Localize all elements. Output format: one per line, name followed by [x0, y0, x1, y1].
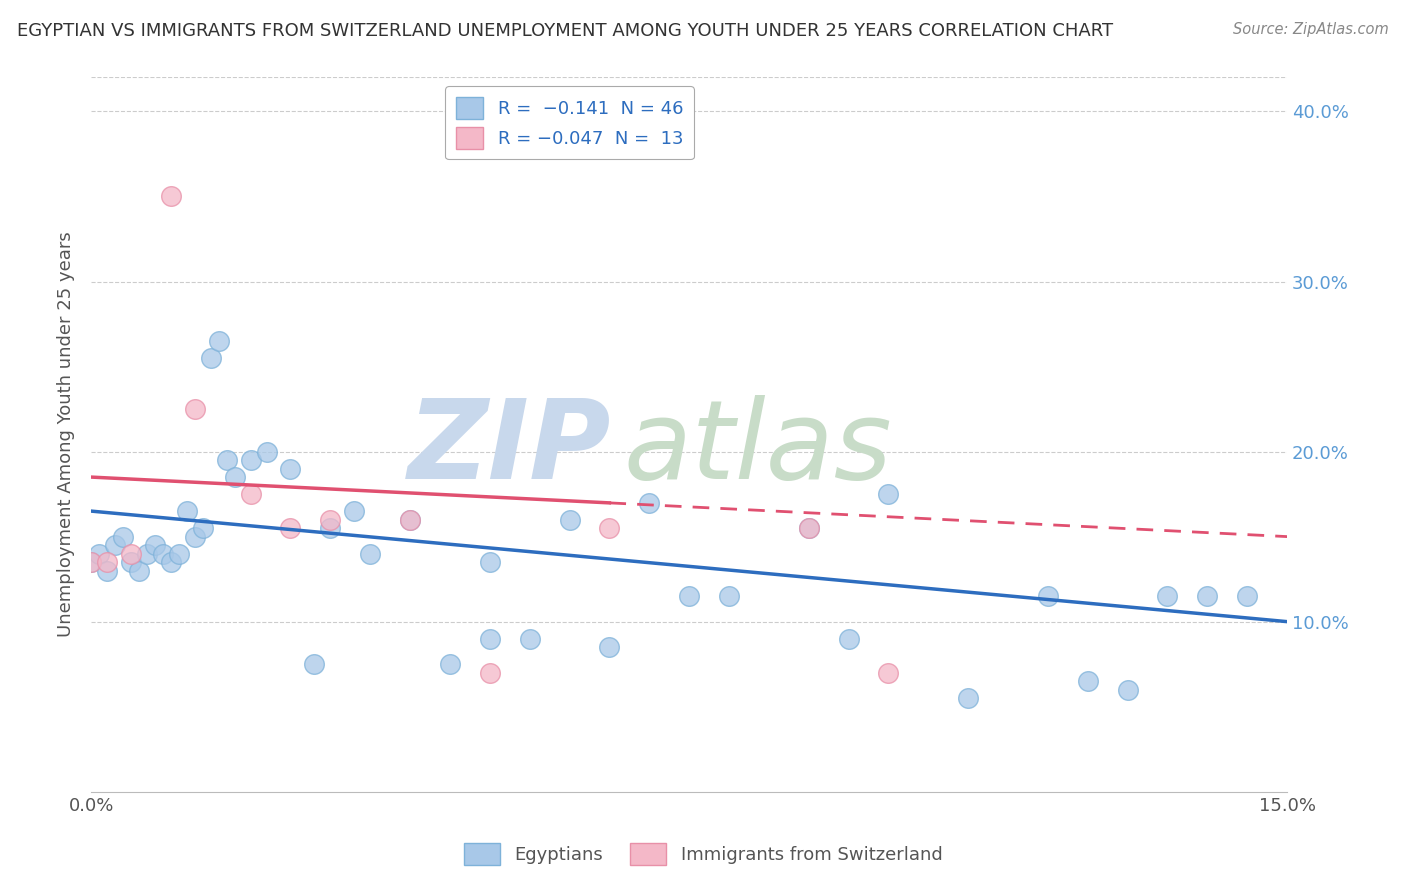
Point [558, 513, 581, 527]
Point [184, 402, 207, 417]
Point [160, 555, 183, 569]
Text: atlas: atlas [623, 395, 891, 502]
Point [104, 538, 127, 552]
Point [215, 453, 238, 467]
Point [1116, 682, 1139, 697]
Text: ZIP: ZIP [408, 395, 612, 502]
Point [256, 444, 278, 458]
Point [478, 555, 501, 569]
Point [191, 521, 214, 535]
Point [877, 487, 900, 501]
Text: Source: ZipAtlas.com: Source: ZipAtlas.com [1233, 22, 1389, 37]
Point [838, 632, 860, 646]
Point [176, 504, 198, 518]
Point [319, 521, 342, 535]
Point [120, 555, 142, 569]
Point [1236, 589, 1258, 603]
Point [120, 547, 142, 561]
Point [678, 589, 700, 603]
Point [478, 665, 501, 680]
Y-axis label: Unemployment Among Youth under 25 years: Unemployment Among Youth under 25 years [58, 232, 75, 638]
Point [598, 640, 620, 655]
Point [96, 555, 118, 569]
Point [80, 555, 103, 569]
Point [797, 521, 820, 535]
Point [208, 334, 231, 348]
Point [280, 521, 302, 535]
Point [112, 530, 135, 544]
Point [797, 521, 820, 535]
Point [1036, 589, 1059, 603]
Point [152, 547, 174, 561]
Legend: Egyptians, Immigrants from Switzerland: Egyptians, Immigrants from Switzerland [457, 836, 949, 872]
Point [96, 564, 118, 578]
Point [167, 547, 190, 561]
Point [128, 564, 150, 578]
Point [478, 632, 501, 646]
Point [399, 513, 422, 527]
Point [89, 547, 111, 561]
Point [439, 657, 461, 672]
Point [638, 495, 661, 509]
Point [224, 470, 246, 484]
Point [1197, 589, 1219, 603]
Point [160, 189, 183, 203]
Point [239, 453, 262, 467]
Point [1077, 674, 1099, 689]
Point [717, 589, 740, 603]
Point [200, 351, 222, 365]
Text: EGYPTIAN VS IMMIGRANTS FROM SWITZERLAND UNEMPLOYMENT AMONG YOUTH UNDER 25 YEARS : EGYPTIAN VS IMMIGRANTS FROM SWITZERLAND … [17, 22, 1114, 40]
Point [957, 691, 980, 706]
Point [304, 657, 326, 672]
Point [184, 530, 207, 544]
Point [143, 538, 166, 552]
Point [399, 513, 422, 527]
Point [343, 504, 366, 518]
Point [598, 521, 620, 535]
Point [239, 487, 262, 501]
Legend: R =  −0.141  N = 46, R = −0.047  N =  13: R = −0.141 N = 46, R = −0.047 N = 13 [446, 87, 695, 160]
Point [280, 461, 302, 475]
Point [359, 547, 381, 561]
Point [519, 632, 541, 646]
Point [136, 547, 159, 561]
Point [319, 513, 342, 527]
Point [877, 665, 900, 680]
Point [80, 555, 103, 569]
Point [1156, 589, 1178, 603]
